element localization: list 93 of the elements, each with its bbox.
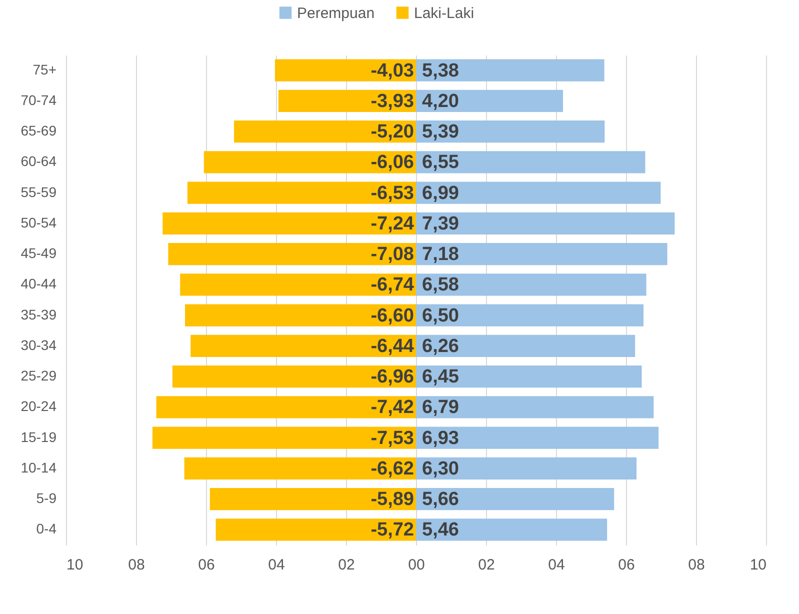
bar bbox=[416, 488, 614, 510]
bar bbox=[185, 304, 416, 326]
data-label: -6,53 bbox=[370, 182, 414, 204]
bar bbox=[274, 59, 416, 82]
bar bbox=[210, 488, 416, 510]
bar bbox=[216, 518, 416, 541]
data-label: -5,20 bbox=[370, 122, 414, 143]
data-label: 6,55 bbox=[422, 152, 460, 174]
bar bbox=[168, 243, 416, 266]
data-label: -6,44 bbox=[370, 336, 414, 357]
data-label: 6,45 bbox=[422, 366, 460, 388]
y-tick-label: 10-14 bbox=[20, 459, 57, 476]
legend-label: Laki-Laki bbox=[414, 4, 474, 22]
data-label: -6,74 bbox=[370, 274, 414, 296]
data-label: 4,20 bbox=[422, 90, 459, 112]
data-label: 6,58 bbox=[422, 274, 459, 296]
data-label: -6,62 bbox=[370, 458, 414, 480]
data-label: 6,79 bbox=[422, 397, 459, 418]
y-tick-label: 30-34 bbox=[20, 336, 57, 353]
data-label: -5,72 bbox=[370, 520, 414, 541]
data-label: -4,03 bbox=[370, 60, 414, 82]
data-label: 5,39 bbox=[422, 122, 459, 143]
data-label: -6,06 bbox=[370, 152, 414, 174]
x-tick-label: 10 bbox=[750, 556, 766, 574]
bar bbox=[180, 274, 416, 296]
bar bbox=[172, 366, 416, 388]
data-label: -7,24 bbox=[370, 213, 414, 234]
data-label: 7,18 bbox=[422, 244, 459, 266]
y-tick-label: 40-44 bbox=[20, 276, 57, 292]
x-tick-label: 06 bbox=[198, 556, 215, 574]
y-tick-label: 5-9 bbox=[36, 490, 57, 506]
x-tick-label: 10 bbox=[66, 556, 84, 574]
data-label: 6,26 bbox=[422, 336, 459, 357]
y-tick-label: 50-54 bbox=[20, 214, 57, 230]
data-label: 5,38 bbox=[422, 60, 459, 82]
bar bbox=[156, 396, 416, 418]
y-tick-label: 45-49 bbox=[20, 245, 57, 262]
bar bbox=[416, 334, 636, 357]
bar bbox=[416, 59, 604, 82]
data-label: 5,66 bbox=[422, 489, 459, 510]
y-tick-label: 35-39 bbox=[20, 306, 57, 322]
y-tick-label: 15-19 bbox=[20, 428, 57, 445]
bar bbox=[184, 457, 416, 480]
data-label: 7,39 bbox=[422, 213, 459, 234]
x-tick-label: 06 bbox=[618, 556, 635, 574]
bar bbox=[162, 212, 416, 234]
bar bbox=[416, 426, 659, 449]
bar bbox=[416, 366, 642, 388]
bar bbox=[416, 151, 646, 174]
data-label: -7,42 bbox=[370, 397, 414, 418]
y-tick-label: 70-74 bbox=[20, 92, 57, 108]
x-tick-label: 02 bbox=[478, 556, 495, 574]
bar bbox=[416, 90, 563, 112]
x-tick-label: 08 bbox=[128, 556, 145, 574]
x-tick-label: 08 bbox=[688, 556, 705, 574]
bar bbox=[234, 120, 416, 143]
bar bbox=[190, 334, 416, 357]
y-tick-label: 60-64 bbox=[20, 153, 57, 170]
data-label: 6,93 bbox=[422, 428, 459, 449]
y-tick-label: 55-59 bbox=[20, 184, 57, 200]
data-label: -3,93 bbox=[370, 90, 414, 112]
bar bbox=[416, 304, 644, 326]
y-tick-label: 25-29 bbox=[20, 368, 57, 384]
bar bbox=[416, 457, 636, 480]
bar bbox=[416, 212, 675, 234]
data-label: 6,99 bbox=[422, 182, 459, 204]
bar bbox=[416, 243, 668, 266]
bar bbox=[204, 151, 416, 174]
legend-label: Perempuan bbox=[297, 4, 375, 22]
bar bbox=[416, 182, 661, 204]
data-label: -7,08 bbox=[370, 244, 414, 266]
y-tick-label: 20-24 bbox=[20, 398, 57, 414]
x-tick-label: 04 bbox=[268, 556, 285, 574]
bar bbox=[278, 90, 416, 112]
data-label: 6,30 bbox=[422, 458, 459, 480]
data-label: -7,53 bbox=[370, 428, 414, 449]
data-label: -6,96 bbox=[370, 366, 414, 388]
x-tick-label: 00 bbox=[408, 556, 425, 574]
bar bbox=[416, 274, 646, 296]
y-tick-label: 75+ bbox=[32, 61, 56, 78]
x-tick-label: 04 bbox=[548, 556, 565, 574]
y-tick-label: 0-4 bbox=[36, 520, 57, 537]
data-label: -6,60 bbox=[370, 305, 414, 326]
bar bbox=[416, 120, 605, 143]
bar bbox=[416, 518, 608, 541]
bar bbox=[416, 396, 654, 418]
x-tick-label: 02 bbox=[338, 556, 355, 574]
data-label: 5,46 bbox=[422, 520, 459, 541]
bar bbox=[187, 182, 416, 204]
y-tick-label: 65-69 bbox=[20, 122, 57, 139]
bar bbox=[152, 426, 416, 449]
data-label: 6,50 bbox=[422, 305, 459, 326]
data-label: -5,89 bbox=[370, 489, 414, 510]
